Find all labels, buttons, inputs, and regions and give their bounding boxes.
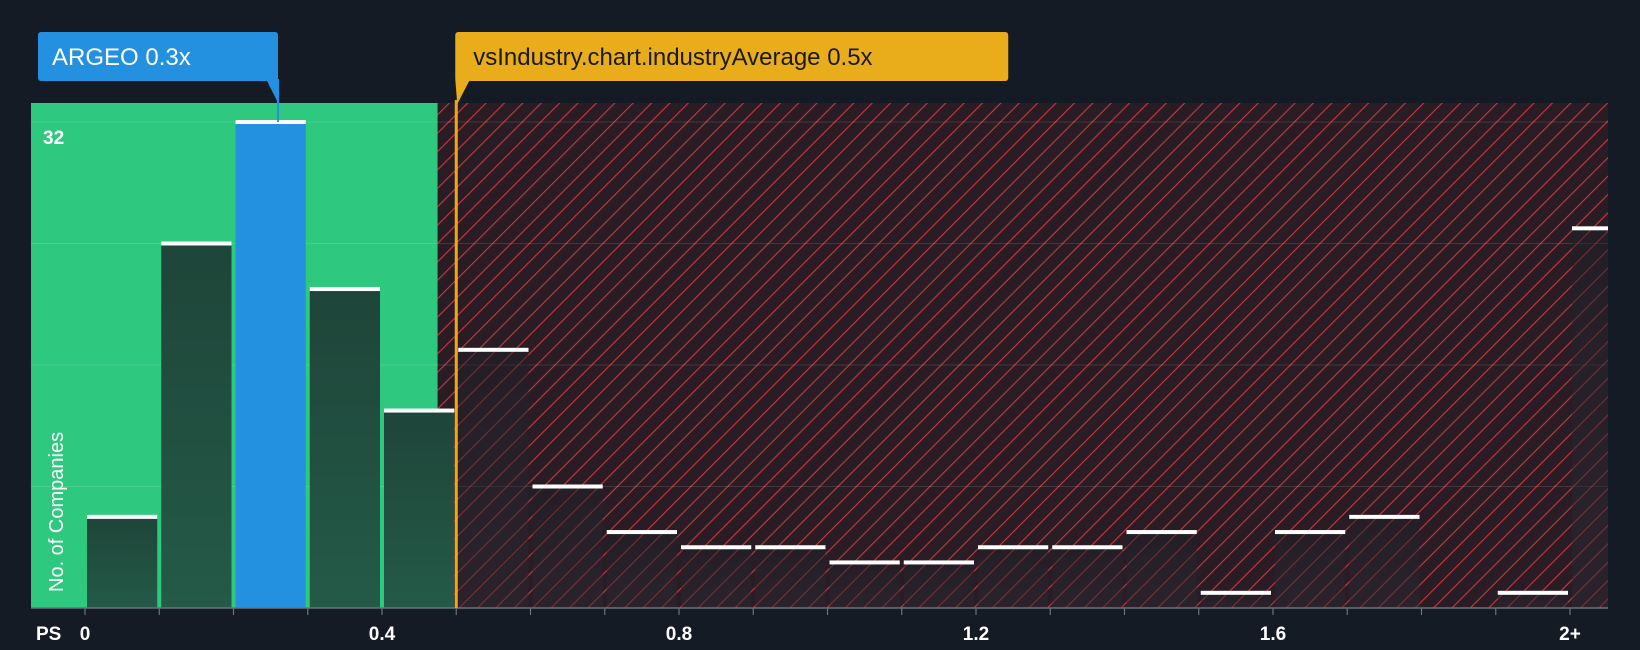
bar-cap-0.7-0.8 <box>606 530 677 535</box>
bar-cap-1.1-1.2 <box>903 560 974 565</box>
y-axis-label: No. of Companies <box>46 432 68 592</box>
bar-cap-1.3-1.4 <box>1052 545 1123 550</box>
bar-0.7-0.8 <box>606 532 677 608</box>
bar-1.6-1.7 <box>1275 532 1346 608</box>
bar-1.9-2.0 <box>1497 592 1568 608</box>
bar-1.0-1.1 <box>829 562 900 608</box>
bar-0-0.1 <box>87 516 158 608</box>
company-label-box <box>38 32 278 81</box>
bar-1.2-1.3 <box>978 547 1049 608</box>
bar-0.6-0.7 <box>532 486 603 608</box>
bar-cap-0.5-0.6 <box>458 347 529 352</box>
bar-0.5-0.6 <box>458 349 529 608</box>
y-max-label: 32 <box>43 128 64 149</box>
bar-cap-0.9-1.0 <box>755 545 826 550</box>
bar-cap-1.9-2.0 <box>1497 590 1568 595</box>
bar-0.4-0.5 <box>384 410 455 608</box>
bar-1.7-1.8 <box>1349 516 1420 608</box>
company-label: ARGEO 0.3x <box>52 44 191 71</box>
bar-1.4-1.5 <box>1126 532 1197 608</box>
bar-cap-1.0-1.1 <box>829 560 900 565</box>
bar-cap-0.1-0.2 <box>161 241 232 246</box>
bar-cap-2+ <box>1572 226 1608 231</box>
bar-cap-1.4-1.5 <box>1126 530 1197 535</box>
bar-2+ <box>1572 228 1608 608</box>
bar-cap-0.6-0.7 <box>532 484 603 489</box>
bar-cap-0.4-0.5 <box>384 408 455 413</box>
bars <box>87 120 1608 608</box>
bar-1.5-1.6 <box>1200 592 1271 608</box>
bar-0.9-1.0 <box>755 547 826 608</box>
bar-0.2-0.3 <box>235 122 306 608</box>
bar-cap-0.3-0.4 <box>309 287 380 292</box>
tick-label: 0.4 <box>369 624 396 645</box>
company-label-pointer <box>266 79 280 105</box>
tick-label: 0.8 <box>666 624 692 645</box>
bar-0.3-0.4 <box>309 289 380 608</box>
bar-cap-1.5-1.6 <box>1200 590 1271 595</box>
bar-0.1-0.2 <box>161 243 232 608</box>
industry-label-box <box>455 32 1009 81</box>
industry-label-pointer <box>455 79 471 104</box>
bar-cap-1.2-1.3 <box>978 545 1049 550</box>
bar-cap-1.6-1.7 <box>1275 530 1346 535</box>
bar-cap-0.2-0.3 <box>235 120 306 124</box>
tick-label: 1.6 <box>1260 624 1286 645</box>
x-axis-label: PS <box>36 624 61 645</box>
bar-1.1-1.2 <box>903 562 974 608</box>
tick-label: 2+ <box>1559 624 1581 645</box>
bar-1.3-1.4 <box>1052 547 1123 608</box>
bar-0.8-0.9 <box>681 547 752 608</box>
x-axis-ticks: 0 0.4 0.8 1.2 1.6 2+ <box>80 608 1581 645</box>
tick-label: 1.2 <box>963 624 989 645</box>
bar-cap-0-0.1 <box>87 514 158 519</box>
tick-label: 0 <box>80 624 91 645</box>
bar-cap-1.7-1.8 <box>1349 514 1420 519</box>
bar-cap-0.8-0.9 <box>681 545 752 550</box>
industry-average-label: vsIndustry.chart.industryAverage 0.5x <box>473 44 872 71</box>
